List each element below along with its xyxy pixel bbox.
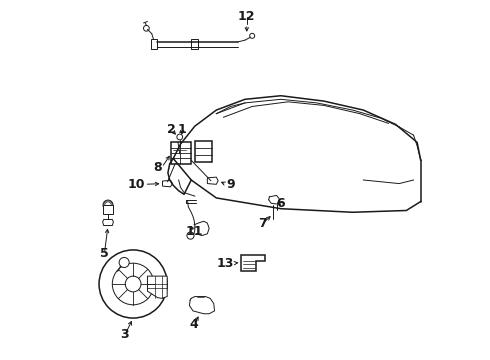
Polygon shape	[103, 205, 113, 214]
Circle shape	[144, 26, 149, 31]
Text: 3: 3	[121, 328, 129, 341]
Circle shape	[187, 232, 194, 239]
Text: 7: 7	[258, 217, 267, 230]
Polygon shape	[242, 255, 265, 271]
Text: 1: 1	[178, 123, 187, 136]
Polygon shape	[173, 146, 186, 154]
Polygon shape	[191, 40, 198, 49]
Circle shape	[119, 257, 129, 267]
Polygon shape	[102, 220, 113, 226]
Circle shape	[104, 201, 112, 210]
Text: 10: 10	[127, 178, 145, 191]
Polygon shape	[147, 276, 167, 298]
Text: 8: 8	[153, 161, 162, 174]
Polygon shape	[163, 180, 172, 187]
Polygon shape	[172, 142, 191, 164]
Text: 6: 6	[276, 197, 285, 210]
Polygon shape	[151, 40, 157, 49]
Circle shape	[103, 200, 113, 210]
Text: 9: 9	[226, 178, 235, 191]
Circle shape	[177, 134, 183, 140]
Polygon shape	[207, 177, 218, 184]
Circle shape	[105, 202, 111, 208]
Text: 2: 2	[167, 123, 176, 136]
Circle shape	[99, 250, 167, 318]
Text: 11: 11	[185, 225, 203, 238]
Text: 4: 4	[190, 318, 198, 331]
Text: 5: 5	[100, 247, 109, 260]
Text: 12: 12	[238, 10, 256, 23]
Polygon shape	[195, 141, 212, 162]
Circle shape	[250, 33, 255, 39]
Text: 13: 13	[216, 257, 234, 270]
Circle shape	[125, 276, 141, 292]
Circle shape	[112, 263, 154, 305]
